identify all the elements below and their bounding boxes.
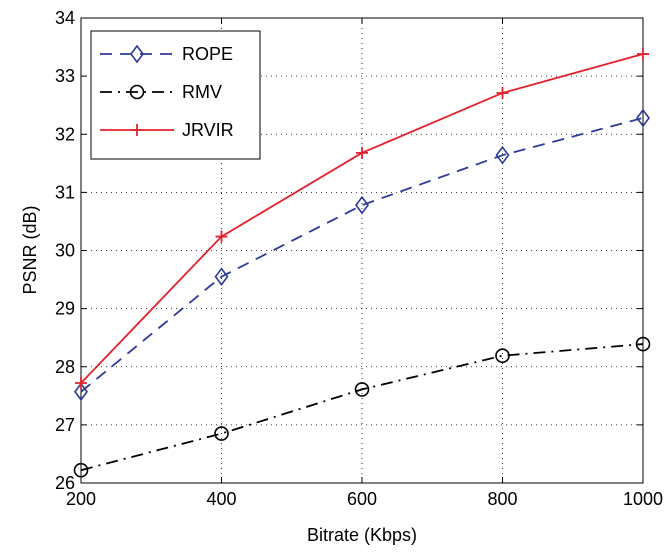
data-point-rmv (495, 348, 510, 364)
data-point-rmv (214, 426, 229, 441)
data-point-rope (214, 267, 229, 286)
y-tick-label: 30 (55, 241, 75, 261)
x-tick-label: 400 (206, 489, 236, 509)
series-jrvir (75, 48, 649, 390)
data-point-rmv (73, 462, 89, 478)
data-point-jrvir (215, 230, 228, 243)
y-tick-label: 28 (55, 357, 75, 377)
legend-box (90, 30, 261, 160)
y-tick-label: 26 (55, 473, 75, 493)
x-tick-label: 200 (66, 489, 96, 509)
y-tick-label: 32 (55, 124, 75, 144)
series-line-rope (80, 117, 644, 393)
legend: ROPE RMV JRVIR (90, 30, 261, 160)
y-tick-label: 31 (55, 182, 75, 202)
legend-label-rmv: RMV (182, 82, 222, 102)
data-point-rmv (354, 382, 370, 397)
data-point-rmv (635, 336, 651, 352)
data-point-jrvir (637, 48, 649, 61)
legend-label-jrvir: JRVIR (182, 120, 234, 140)
y-tick-label: 33 (55, 66, 75, 86)
y-tick-label: 29 (55, 299, 75, 319)
series-rope (74, 108, 650, 402)
x-tick-label: 800 (487, 489, 517, 509)
y-tick-label: 27 (55, 415, 75, 435)
data-series (73, 48, 651, 478)
legend-marker-rope (130, 44, 144, 64)
data-point-jrvir (356, 146, 368, 159)
data-point-rope (74, 382, 88, 402)
axis-ticks: 200 400 600 800 1000 26 27 28 29 30 31 32 33 34 (55, 8, 663, 509)
legend-label-rope: ROPE (182, 44, 233, 64)
grid (81, 18, 643, 483)
legend-marker-rmv (129, 84, 145, 100)
data-point-rope (495, 145, 510, 165)
data-point-jrvir (75, 377, 87, 390)
x-tick-label: 600 (347, 489, 377, 509)
data-point-rope (636, 108, 650, 128)
x-tick-label: 1000 (623, 489, 663, 509)
data-point-jrvir (496, 86, 509, 99)
series-line-rmv (80, 343, 644, 472)
series-rmv (73, 336, 651, 478)
y-tick-label: 34 (55, 8, 75, 28)
legend-marker-jrvir (131, 124, 143, 136)
y-axis-label: PSNR (dB) (20, 205, 40, 294)
data-point-rope (355, 195, 369, 215)
x-axis-label: Bitrate (Kbps) (307, 525, 417, 545)
